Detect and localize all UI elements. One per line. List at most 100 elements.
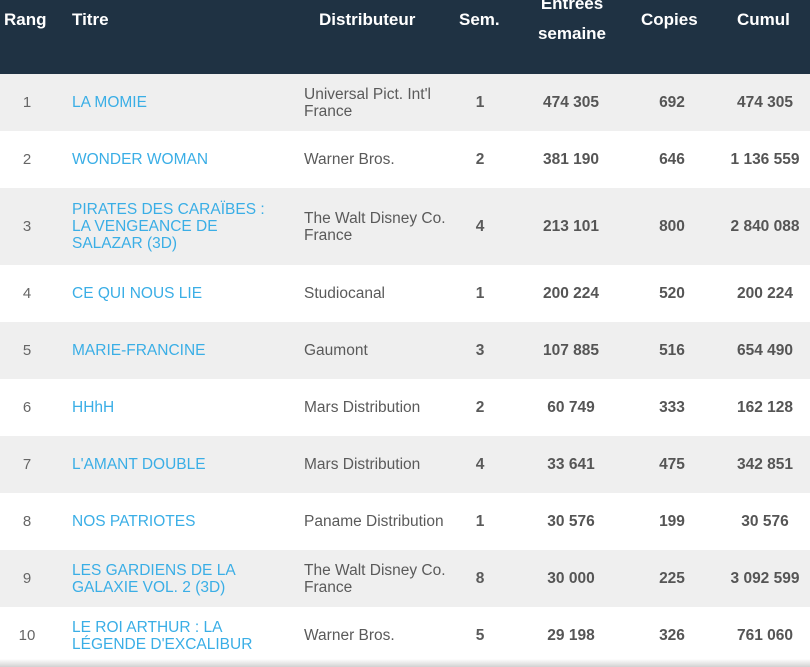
rang-cell: 7 [0,436,54,493]
rang-cell-text: 6 [22,399,32,416]
distributor-cell: Studiocanal [304,265,449,322]
copies-cell-text: 333 [659,398,685,416]
cumulative-cell-text: 1 136 559 [730,150,800,168]
weeks-cell-text: 5 [475,626,485,644]
title-link[interactable]: WONDER WOMAN [72,131,286,188]
table-row: 8 NOS PATRIOTES Paname Distribution 1 30 576… [0,493,810,550]
title-link-text[interactable]: CE QUI NOUS LIE [72,285,203,302]
cumulative-cell-text: 200 224 [736,284,794,302]
copies-cell-text: 520 [659,284,685,302]
cumulative-cell-text: 3 092 599 [730,569,800,587]
copies-cell: 475 [640,436,704,493]
distributor-cell-text: Mars Distribution [304,456,421,473]
copies-cell-text: 692 [659,93,685,111]
weeks-cell: 1 [462,74,498,131]
distributor-cell-text: Warner Bros. [304,151,395,168]
copies-cell: 646 [640,131,704,188]
cumulative-cell-text: 2 840 088 [730,217,800,235]
title-link[interactable]: LE ROI ARTHUR : LA LÉGENDE D'EXCALIBUR [72,607,286,664]
weeks-cell-text: 1 [475,512,485,530]
cumulative-cell: 2 840 088 [718,188,810,265]
table-row: 10 LE ROI ARTHUR : LA LÉGENDE D'EXCALIBUR… [0,607,810,664]
copies-cell-text: 225 [659,569,685,587]
weekly-admissions-cell-text: 29 198 [547,626,595,644]
weekly-admissions-cell: 213 101 [524,188,618,265]
title-link-text[interactable]: HHhH [72,399,115,416]
cumulative-cell: 474 305 [718,74,810,131]
weeks-cell-text: 8 [475,569,485,587]
copies-cell-text: 199 [659,512,685,530]
weeks-cell-text: 1 [475,93,485,111]
distributor-cell-text: Paname Distribution [304,513,444,530]
weekly-admissions-cell: 29 198 [524,607,618,664]
distributor-cell-text: Gaumont [304,342,368,359]
rang-cell: 2 [0,131,54,188]
weeks-cell-text: 1 [475,284,485,302]
weekly-admissions-cell-text: 30 000 [547,569,595,587]
title-link-text[interactable]: L'AMANT DOUBLE [72,456,206,473]
weekly-admissions-cell-text: 474 305 [542,93,600,111]
title-link-text[interactable]: LES GARDIENS DE LA GALAXIE VOL. 2 (3D) [72,561,235,596]
weekly-admissions-cell-text: 200 224 [542,284,600,302]
header-sem: Sem. [459,10,500,29]
title-link[interactable]: CE QUI NOUS LIE [72,265,286,322]
distributor-cell: Mars Distribution [304,436,449,493]
weeks-cell-text: 2 [475,398,485,416]
cumulative-cell: 654 490 [718,322,810,379]
cumulative-cell: 200 224 [718,265,810,322]
rang-cell: 1 [0,74,54,131]
title-link[interactable]: LA MOMIE [72,74,286,131]
title-link-text[interactable]: MARIE-FRANCINE [72,342,206,359]
rang-cell-text: 10 [18,627,36,644]
distributor-cell: Gaumont [304,322,449,379]
cumulative-cell-text: 342 851 [736,455,794,473]
title-link[interactable]: L'AMANT DOUBLE [72,436,286,493]
rang-cell: 6 [0,379,54,436]
copies-cell: 516 [640,322,704,379]
rang-cell: 5 [0,322,54,379]
weeks-cell: 5 [462,607,498,664]
cumulative-cell-text: 761 060 [736,626,794,644]
weeks-cell: 1 [462,493,498,550]
table-row: 1 LA MOMIE Universal Pict. Int'l France 1 47… [0,74,810,131]
title-link-text[interactable]: WONDER WOMAN [72,151,209,168]
title-link[interactable]: NOS PATRIOTES [72,493,286,550]
title-link-text[interactable]: LE ROI ARTHUR : LA LÉGENDE D'EXCALIBUR [72,618,253,653]
table-header: Rang Titre Distributeur Sem. Entrées sem… [0,0,810,74]
title-link[interactable]: MARIE-FRANCINE [72,322,286,379]
copies-cell: 800 [640,188,704,265]
weekly-admissions-cell: 60 749 [524,379,618,436]
rang-cell-text: 5 [22,342,32,359]
header-entrees-line2: semaine [537,24,607,43]
weekly-admissions-cell: 33 641 [524,436,618,493]
title-link[interactable]: HHhH [72,379,286,436]
title-link-text[interactable]: NOS PATRIOTES [72,513,196,530]
header-distributeur: Distributeur [319,10,416,29]
cumulative-cell: 3 092 599 [718,550,810,607]
weekly-admissions-cell: 381 190 [524,131,618,188]
cumulative-cell: 1 136 559 [718,131,810,188]
distributor-cell-text: The Walt Disney Co. France [304,209,446,244]
copies-cell-text: 516 [659,341,685,359]
weeks-cell: 3 [462,322,498,379]
header-titre: Titre [72,10,109,29]
cumulative-cell: 162 128 [718,379,810,436]
header-rang: Rang [4,10,47,29]
distributor-cell-text: Studiocanal [304,285,386,302]
rang-cell-text: 8 [22,513,32,530]
table-row: 9 LES GARDIENS DE LA GALAXIE VOL. 2 (3D) T… [0,550,810,607]
title-link-text[interactable]: LA MOMIE [72,94,147,111]
copies-cell: 199 [640,493,704,550]
distributor-cell: Warner Bros. [304,607,449,664]
weeks-cell-text: 4 [475,455,485,473]
weeks-cell: 2 [462,131,498,188]
weekly-admissions-cell: 30 576 [524,493,618,550]
copies-cell-text: 326 [659,626,685,644]
title-link[interactable]: LES GARDIENS DE LA GALAXIE VOL. 2 (3D) [72,550,286,607]
rang-cell-text: 7 [22,456,32,473]
copies-cell-text: 646 [659,150,685,168]
title-link-text[interactable]: PIRATES DES CARAÏBES : LA VENGEANCE DE S… [72,201,265,252]
weekly-admissions-cell: 107 885 [524,322,618,379]
title-link[interactable]: PIRATES DES CARAÏBES : LA VENGEANCE DE S… [72,188,286,265]
